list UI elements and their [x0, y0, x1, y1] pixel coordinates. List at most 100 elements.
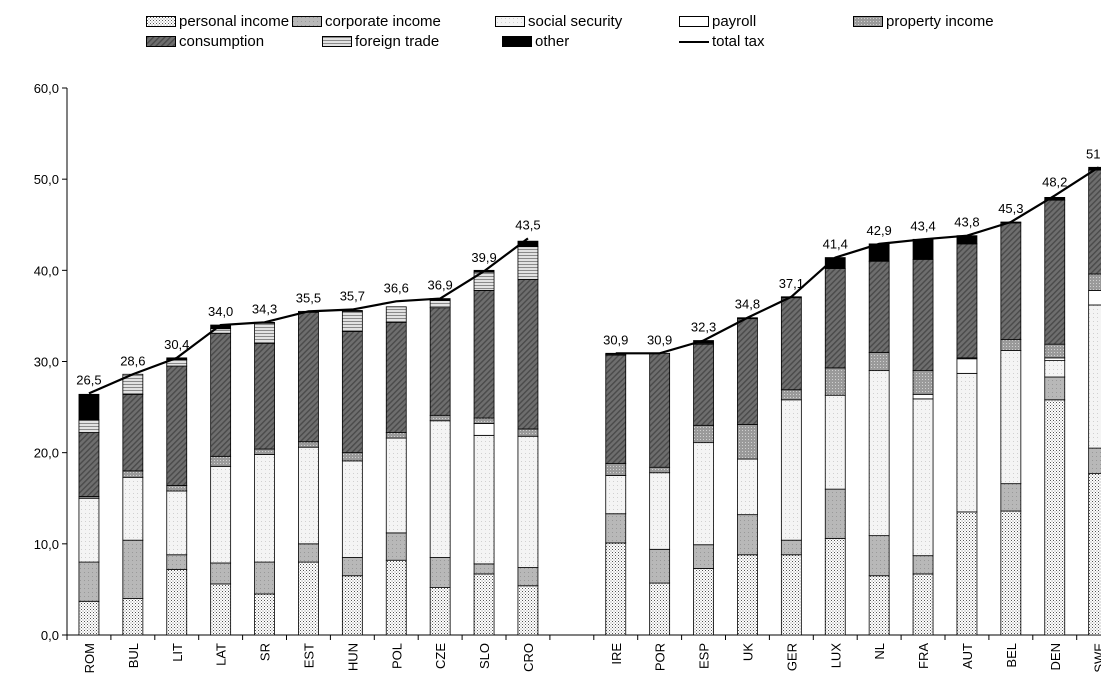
bar-segment	[649, 352, 671, 468]
total-tax-label: 43,4	[910, 218, 935, 233]
legend-corporate-income: corporate income	[292, 13, 441, 30]
legend-social-security: social security	[495, 13, 622, 30]
total-tax-label: 42,9	[866, 223, 891, 238]
bar-segment	[824, 488, 846, 539]
bar-segment	[473, 563, 495, 575]
bar-segment	[298, 561, 319, 636]
bar-segment	[385, 321, 407, 434]
bar-segment	[429, 587, 451, 636]
bar-segment	[737, 424, 758, 460]
bar-segment	[780, 389, 802, 401]
total-tax-label: 34,3	[252, 301, 277, 316]
bar-segment	[122, 476, 144, 541]
x-tick-label: EST	[301, 643, 316, 668]
bar-segment	[956, 372, 978, 513]
bar-segment	[341, 575, 363, 636]
bar-segment	[122, 470, 144, 478]
total-tax-label: 30,9	[647, 332, 672, 347]
bar-segment	[1088, 273, 1101, 291]
bar-segment	[254, 448, 275, 455]
bar-segment	[824, 268, 846, 369]
bar-segment	[385, 532, 407, 561]
bar-segment	[693, 544, 714, 569]
bar-segment	[78, 561, 100, 602]
bar-segment	[912, 393, 934, 400]
bar-segment	[1044, 360, 1066, 378]
legend-foreign-trade: foreign trade	[322, 33, 439, 50]
y-tick-label: 10,0	[34, 537, 59, 552]
bar-segment	[1044, 343, 1066, 359]
legend-label: total tax	[712, 33, 765, 50]
bar-segment	[1088, 304, 1101, 449]
bar-segment	[605, 475, 627, 515]
bar-segment	[868, 370, 890, 537]
total-tax-label: 43,5	[515, 217, 540, 232]
x-tick-label: ROM	[82, 643, 97, 673]
bar-segment	[649, 472, 671, 550]
legend-other: other	[502, 33, 569, 50]
bar-segment	[780, 554, 802, 636]
bar-segment	[1088, 473, 1101, 636]
bar-segment	[868, 260, 890, 353]
bar-segment	[341, 331, 363, 454]
bar-segment	[429, 557, 451, 588]
legend-swatch	[146, 16, 176, 27]
bar-segment	[166, 568, 188, 636]
total-tax-label: 48,2	[1042, 175, 1067, 190]
bar-segment	[737, 514, 758, 556]
bar-segment	[780, 399, 802, 541]
bar-segment	[824, 367, 846, 396]
bar-segment	[166, 485, 188, 492]
legend-total-tax: total tax	[679, 33, 765, 50]
x-tick-label: CZE	[433, 643, 448, 669]
bar-segment	[254, 561, 275, 595]
bar-segment	[737, 554, 758, 636]
bar-segment	[122, 598, 144, 636]
bar-segment	[429, 300, 451, 309]
x-tick-label: SLO	[477, 643, 492, 669]
bar-segment	[1044, 399, 1066, 636]
bar-segment	[780, 297, 802, 391]
legend-label: personal income	[179, 13, 290, 30]
bar-segment	[912, 258, 934, 372]
x-tick-label: LAT	[214, 643, 229, 666]
legend-swatch	[322, 36, 352, 47]
bar-segment	[1000, 483, 1022, 512]
bar-segment	[1088, 447, 1101, 475]
bar-segment	[517, 246, 539, 280]
bar-segment	[473, 417, 495, 424]
total-tax-label: 35,5	[296, 290, 321, 305]
total-tax-line	[88, 237, 529, 395]
bar-segment	[649, 466, 671, 474]
bar-segment	[912, 370, 934, 395]
bar-segment	[210, 332, 232, 457]
total-tax-label: 30,4	[164, 337, 189, 352]
bar-segment	[605, 463, 627, 476]
bar-segment	[912, 398, 934, 557]
bar-segment	[473, 434, 495, 565]
bar-segment	[254, 342, 275, 450]
bar-segment	[385, 432, 407, 439]
bar-segment	[298, 311, 319, 443]
y-tick-label: 40,0	[34, 263, 59, 278]
bar-segment	[737, 318, 758, 425]
total-tax-label: 35,7	[340, 289, 365, 304]
bar-segment	[341, 460, 363, 558]
legend-label: payroll	[712, 13, 757, 30]
bar-segment	[429, 420, 451, 558]
bar-segment	[166, 554, 188, 570]
bar-segment	[385, 559, 407, 636]
legend-swatch	[292, 16, 322, 27]
bar-segment	[868, 351, 890, 372]
legend-consumption: consumption	[146, 33, 264, 50]
bar-segment	[868, 575, 890, 636]
bar-segment	[780, 539, 802, 556]
legend-swatch	[146, 36, 176, 47]
bar-segment	[605, 354, 627, 465]
bar-segment	[737, 458, 758, 516]
bar-segment	[1000, 510, 1022, 636]
x-tick-label: NL	[872, 643, 887, 660]
total-tax-label: 41,4	[823, 237, 848, 252]
legend-swatch	[679, 16, 709, 27]
